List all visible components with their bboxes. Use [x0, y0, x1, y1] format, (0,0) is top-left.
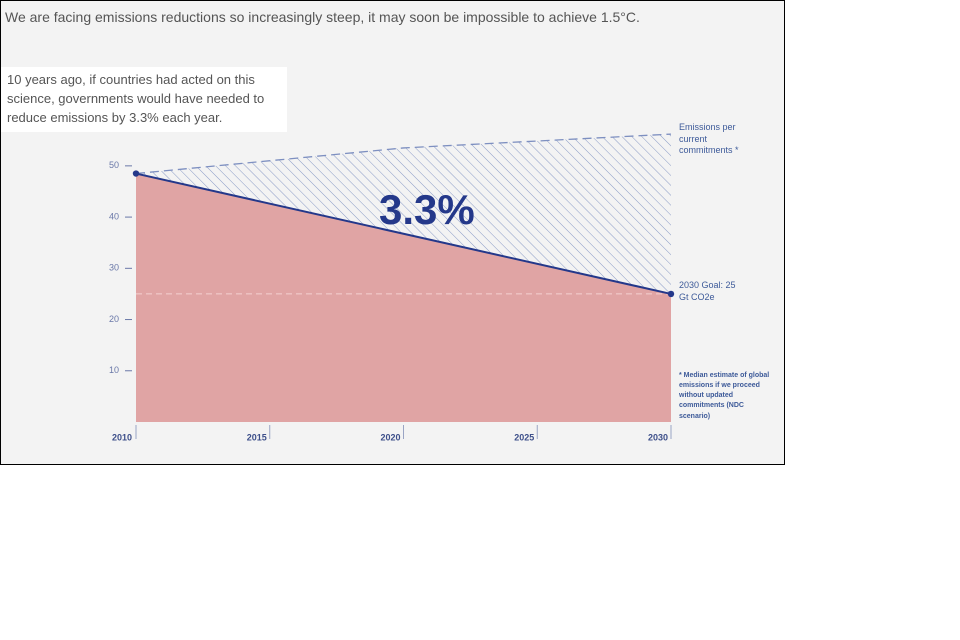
y-tick-label: 10 — [109, 365, 119, 375]
end-dot — [667, 290, 675, 298]
title: We are facing emissions reductions so in… — [5, 9, 640, 25]
footnote: * Median estimate of global emissions if… — [679, 372, 770, 420]
y-tick-label: 50 — [109, 160, 119, 170]
x-tick-label: 2010 — [112, 432, 132, 442]
end-dot — [132, 170, 140, 177]
x-tick-label: 2030 — [648, 432, 668, 442]
annotation: 10 years ago, if countries had acted on … — [1, 67, 287, 132]
gap-area — [136, 134, 671, 294]
y-tick-label: 40 — [109, 211, 119, 221]
y-tick-label: 30 — [109, 263, 119, 273]
rate-label: 3.3% — [379, 186, 475, 233]
x-tick-label: 2020 — [380, 432, 400, 442]
y-tick-label: 20 — [109, 314, 119, 324]
pathway-line — [135, 172, 672, 295]
goal-label: 2030 Goal: 25 Gt CO2e — [679, 280, 736, 302]
x-tick-label: 2015 — [247, 432, 267, 442]
x-tick-label: 2025 — [514, 432, 534, 442]
series-label: Emissions per current commitments * — [679, 122, 739, 156]
ndc-line — [135, 133, 672, 175]
screenshot: 10 20 30 40 50 2010 2015 2020 2025 2030 3.3% We ar… — [0, 0, 785, 465]
pathway-area — [136, 173, 671, 422]
